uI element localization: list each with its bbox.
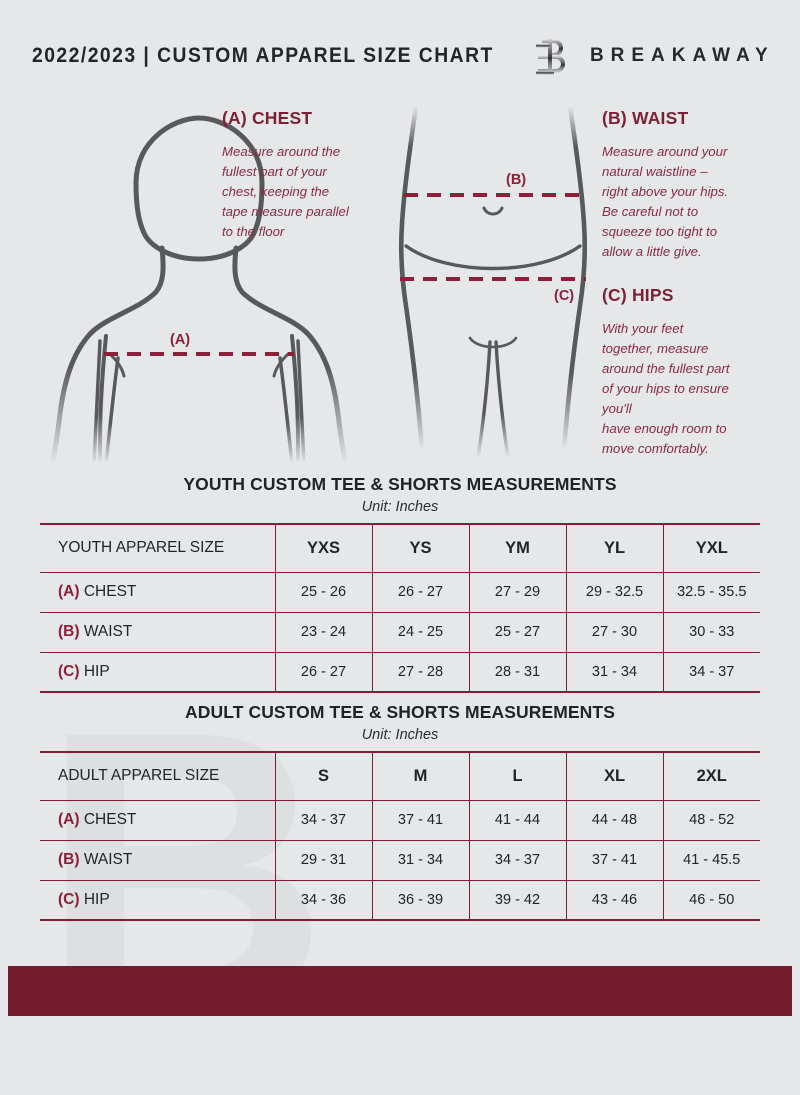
youth-row-label-header: YOUTH APPAREL SIZE [40,523,275,573]
brand-lockup: BREAKAWAY [534,35,775,77]
adult-cell-2-4: 46 - 50 [662,880,760,921]
size-chart-page: 2022/2023 | CUSTOM APPAREL SIZE CHART [0,34,800,1016]
adult-cell-2-0: 34 - 36 [274,880,372,921]
adult-measurements-block: ADULT CUSTOM TEE & SHORTS MEASUREMENTS U… [40,702,760,921]
adult-table-unit: Unit: Inches [361,727,439,743]
youth-measurements-block: YOUTH CUSTOM TEE & SHORTS MEASUREMENTS U… [40,474,760,693]
youth-cell-0-3: 29 - 32.5 [565,572,663,613]
description-chest-body: Measure around the fullest part of your … [222,144,349,240]
adult-row-label-0: (A) CHEST [40,800,275,841]
description-hips: (C) HIPS With your feet together, measur… [602,285,777,459]
youth-size-header-3: YL [565,523,663,573]
adult-cell-0-4: 48 - 52 [662,800,760,841]
youth-cell-2-4: 34 - 37 [662,652,760,693]
youth-table-title: YOUTH CUSTOM TEE & SHORTS MEASUREMENTS [183,474,617,494]
adult-cell-0-0: 34 - 37 [274,800,372,841]
adult-cell-0-3: 44 - 48 [565,800,663,841]
youth-cell-0-1: 26 - 27 [371,572,469,613]
row-tag: (A) [58,583,80,600]
row-label: HIP [83,890,110,908]
adult-row-label-2: (C) HIP [40,880,275,921]
waist-marker-label: (B) [506,172,526,188]
upper-body-figure: (A) [50,115,348,461]
description-waist: (B) WAIST Measure around your natural wa… [602,108,777,262]
youth-cell-0-4: 32.5 - 35.5 [662,572,760,613]
adult-row-label-header: ADULT APPAREL SIZE [40,751,275,801]
row-label: WAIST [83,851,133,868]
row-label: CHEST [83,583,137,600]
hip-marker-label: (C) [554,288,574,304]
adult-size-header-3: XL [565,751,663,801]
adult-cell-1-4: 41 - 45.5 [662,840,760,881]
description-chest: (A) CHEST Measure around the fullest par… [222,108,394,242]
youth-table-header-row: YOUTH APPAREL SIZE YXS YS YM YL YXL [40,523,760,573]
page-title: 2022/2023 | CUSTOM APPAREL SIZE CHART [32,44,494,67]
row-tag: (B) [58,851,80,868]
row-label: WAIST [83,623,133,640]
footer-bar [8,966,792,1016]
lower-body-figure: (B) (C) [398,103,588,460]
brand-name: BREAKAWAY [589,45,775,66]
adult-cell-0-1: 37 - 41 [371,800,469,841]
page-header: 2022/2023 | CUSTOM APPAREL SIZE CHART [0,34,800,78]
youth-table-unit: Unit: Inches [361,499,439,515]
row-tag: (A) [58,811,80,828]
adult-cell-2-3: 43 - 46 [565,880,663,921]
youth-cell-1-4: 30 - 33 [662,612,760,653]
adult-cell-1-0: 29 - 31 [274,840,372,881]
youth-size-header-4: YXL [662,523,760,573]
adult-size-header-1: M [371,751,469,801]
row-label: CHEST [83,811,137,828]
youth-row-label-1: (B) WAIST [40,612,275,653]
adult-cell-0-2: 41 - 44 [468,800,566,841]
chest-marker-label: (A) [170,332,190,348]
youth-size-header-2: YM [468,523,566,573]
youth-row-label-0: (A) CHEST [40,572,275,613]
description-waist-heading: (B) WAIST [602,108,689,128]
table-row: (A) CHEST 25 - 26 26 - 27 27 - 29 29 - 3… [40,572,760,613]
row-tag: (C) [58,662,80,680]
adult-cell-2-1: 36 - 39 [371,880,469,921]
youth-size-header-1: YS [371,523,469,573]
description-chest-heading: (A) CHEST [222,108,313,128]
adult-size-header-4: 2XL [662,751,760,801]
youth-cell-2-1: 27 - 28 [371,652,469,693]
youth-cell-2-2: 28 - 31 [468,652,566,693]
youth-cell-1-3: 27 - 30 [565,612,663,653]
youth-cell-2-3: 31 - 34 [565,652,663,693]
adult-size-header-2: L [468,751,566,801]
adult-table-header-row: ADULT APPAREL SIZE S M L XL 2XL [40,751,760,801]
table-row: (B) WAIST 29 - 31 31 - 34 34 - 37 37 - 4… [40,840,760,881]
description-waist-body: Measure around your natural waistline – … [602,144,729,260]
row-label: HIP [83,662,110,680]
row-tag: (B) [58,623,80,640]
youth-cell-1-2: 25 - 27 [468,612,566,653]
youth-cell-1-0: 23 - 24 [274,612,372,653]
youth-measurements-table: YOUTH APPAREL SIZE YXS YS YM YL YXL (A) … [40,523,760,693]
youth-size-header-0: YXS [274,523,372,573]
table-row: (C) HIP 34 - 36 36 - 39 39 - 42 43 - 46 … [40,880,760,921]
table-row: (C) HIP 26 - 27 27 - 28 28 - 31 31 - 34 … [40,652,760,693]
adult-size-header-0: S [274,751,372,801]
adult-measurements-table: ADULT APPAREL SIZE S M L XL 2XL (A) CHES… [40,751,760,921]
adult-cell-1-3: 37 - 41 [565,840,663,881]
adult-table-title: ADULT CUSTOM TEE & SHORTS MEASUREMENTS [185,702,615,722]
description-hips-body: With your feet together, measure around … [602,321,730,457]
youth-cell-0-0: 25 - 26 [274,572,372,613]
adult-cell-1-1: 31 - 34 [371,840,469,881]
table-row: (A) CHEST 34 - 37 37 - 41 41 - 44 44 - 4… [40,800,760,841]
youth-cell-0-2: 27 - 29 [468,572,566,613]
youth-row-label-2: (C) HIP [40,652,275,693]
table-row: (B) WAIST 23 - 24 24 - 25 25 - 27 27 - 3… [40,612,760,653]
adult-cell-1-2: 34 - 37 [468,840,566,881]
row-tag: (C) [58,890,80,908]
breakaway-b-logo-icon [535,37,565,75]
description-hips-heading: (C) HIPS [602,285,674,305]
measurement-diagrams: (A) [0,96,800,461]
adult-cell-2-2: 39 - 42 [468,880,566,921]
adult-row-label-1: (B) WAIST [40,840,275,881]
youth-cell-2-0: 26 - 27 [274,652,372,693]
youth-cell-1-1: 24 - 25 [371,612,469,653]
